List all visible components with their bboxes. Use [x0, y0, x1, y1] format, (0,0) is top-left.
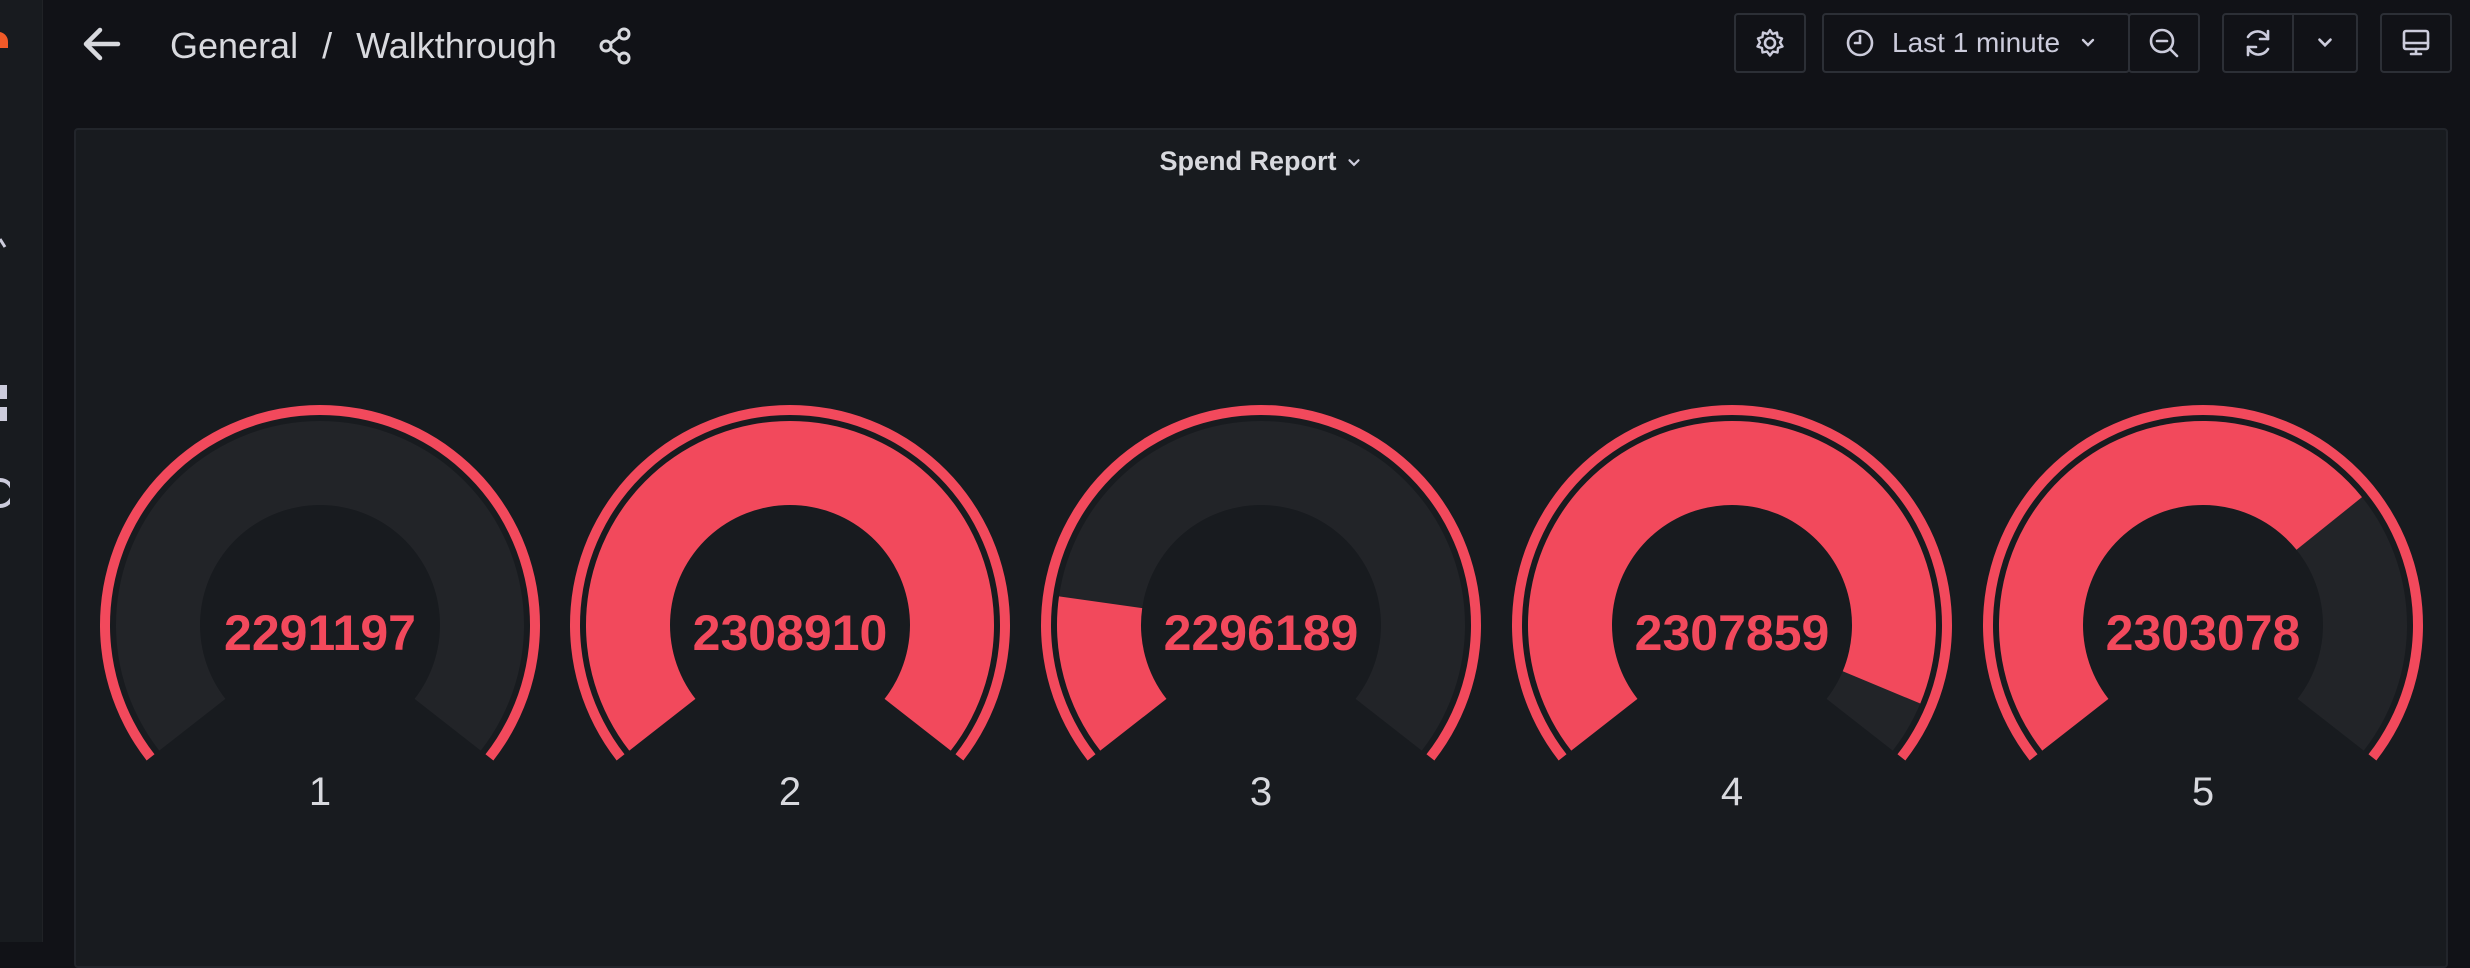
tv-mode-button[interactable]: [2380, 13, 2452, 73]
grafana-logo-icon[interactable]: [0, 28, 12, 64]
zoom-out-button[interactable]: [2128, 13, 2200, 73]
refresh-icon: [2246, 29, 2270, 57]
gauge-value-arc: [586, 421, 995, 751]
breadcrumb: General / Walkthrough: [170, 22, 557, 70]
gauge-label: 3: [1249, 770, 1273, 814]
gauge-label: 1: [308, 770, 332, 814]
gauge-value: 2307859: [1634, 605, 1830, 661]
gear-icon: [1756, 28, 1784, 57]
chevron-down-icon: [1347, 159, 1360, 167]
tv-monitor-icon: [2402, 29, 2430, 56]
explore-icon[interactable]: [0, 478, 10, 508]
gauge-value: 2296189: [1163, 605, 1359, 661]
spend-report-panel: Spend Report 2291197 1 2308910 2 2296189 3 230…: [74, 128, 2448, 968]
dashboard-title[interactable]: Walkthrough: [356, 25, 557, 66]
share-icon: [599, 27, 631, 65]
gauge-chart: [100, 404, 2423, 761]
clock-icon: [1846, 29, 1874, 57]
gauge-label: 4: [1720, 770, 1744, 814]
panel-header[interactable]: Spend Report: [76, 146, 2446, 177]
gauge-value-arc: [1057, 596, 1167, 751]
dashboard-nav-bar: General / Walkthrough Last 1 minute: [42, 0, 2470, 96]
gauge-value-arc: [1999, 421, 2362, 751]
gauge-track: [116, 421, 524, 751]
gauge-value: 2291197: [224, 605, 416, 661]
gauge-track: [1057, 421, 1465, 751]
panel-title: Spend Report: [1159, 146, 1337, 176]
gauge-value: 2303078: [2105, 605, 2301, 661]
side-menu: [0, 0, 43, 942]
breadcrumb-folder-link[interactable]: General: [170, 25, 299, 66]
time-range-picker[interactable]: Last 1 minute: [1822, 13, 2130, 73]
time-range-label: Last 1 minute: [1892, 27, 2061, 58]
dashboard-settings-button[interactable]: [1734, 13, 1806, 73]
back-button[interactable]: [82, 24, 122, 64]
search-icon[interactable]: [0, 235, 10, 255]
chevron-down-icon: [2318, 38, 2332, 48]
chevron-down-icon: [2081, 38, 2095, 47]
gauge-value: 2308910: [692, 605, 888, 661]
breadcrumb-separator: /: [322, 25, 333, 66]
dashboards-icon[interactable]: [0, 385, 10, 425]
gauge-label: 5: [2191, 770, 2215, 814]
gauge-label: 2: [778, 770, 802, 814]
zoom-out-icon: [2149, 28, 2179, 58]
refresh-button[interactable]: [2222, 13, 2294, 73]
share-dashboard-button[interactable]: [596, 26, 636, 66]
refresh-interval-dropdown[interactable]: [2292, 13, 2358, 73]
gauge-value-arc: [1528, 421, 1937, 751]
arrow-left-icon: [83, 27, 121, 61]
